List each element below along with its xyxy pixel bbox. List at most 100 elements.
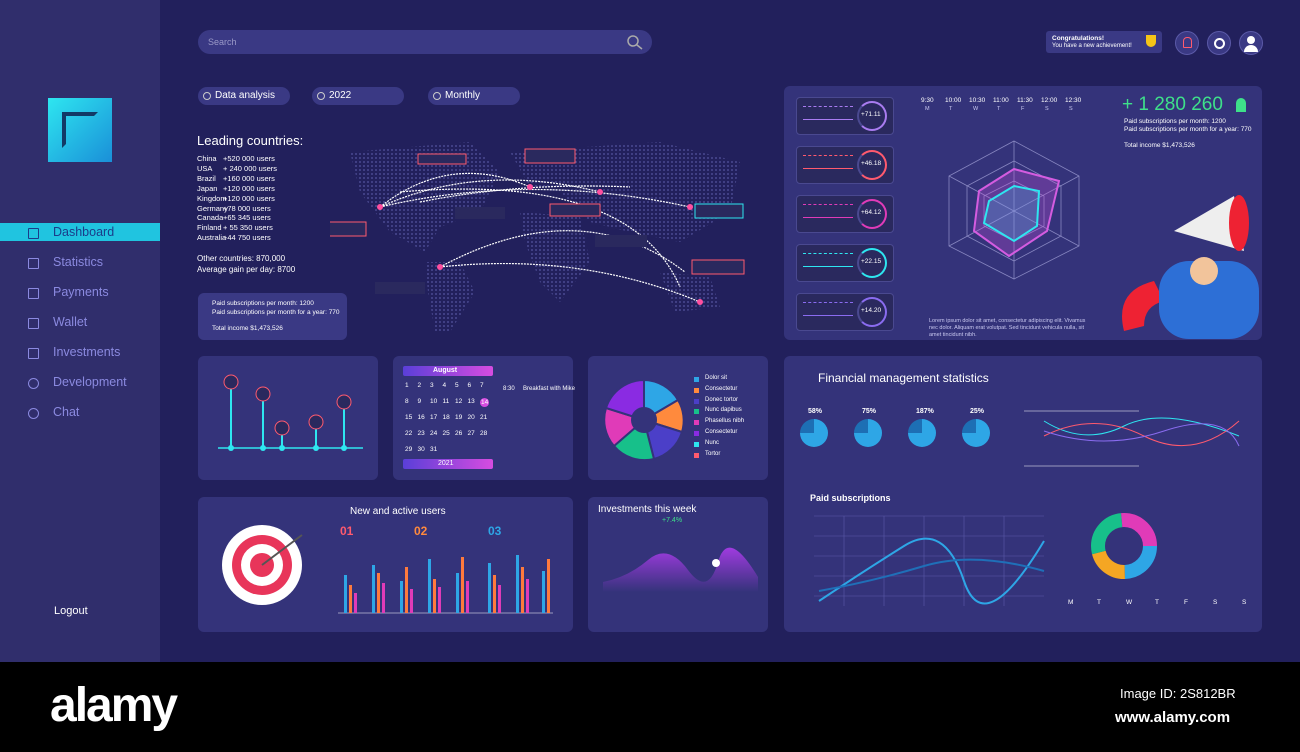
country-gain: +78 000 users (223, 203, 271, 213)
legend-label: Phasellus nibh (705, 418, 745, 425)
calendar-month: August (433, 367, 458, 374)
filter-pill[interactable]: 2022 (312, 87, 404, 105)
legend-swatch (694, 420, 699, 426)
time-label: 11:00 (993, 97, 1009, 104)
day-label: S (1045, 106, 1049, 112)
calendar-header: August (403, 366, 493, 376)
calendar-date: 21 (480, 414, 488, 421)
time-label: 11:30 (1017, 97, 1033, 104)
logout[interactable]: Logout (54, 605, 88, 617)
nav-item[interactable]: Investments (53, 345, 121, 359)
day-label: F (1184, 599, 1188, 606)
calendar-date: 13 (467, 398, 475, 405)
filter-pill[interactable]: Data analysis (198, 87, 290, 105)
calendar-date: 11 (442, 398, 450, 405)
nav-item[interactable]: Payments (53, 285, 109, 299)
country-name: Canada (197, 213, 224, 223)
day-label: F (1021, 106, 1025, 112)
paid-line: Paid subscriptions per month for a year:… (212, 309, 340, 316)
time-label: 9:30 (921, 97, 934, 104)
calendar-date: 5 (455, 382, 459, 389)
users-bars (338, 555, 553, 614)
settings-button[interactable] (1207, 31, 1231, 55)
timeline-chart (218, 374, 363, 451)
legend-swatch (694, 377, 699, 382)
calendar-date: 18 (442, 414, 450, 421)
nav-icon (28, 288, 39, 299)
bell-button[interactable] (1175, 31, 1199, 55)
country-gain: +160 000 users (223, 173, 275, 183)
percent-ring (908, 419, 936, 447)
nav-icon (28, 228, 39, 239)
users-panel: New and active users 01 02 03 (198, 497, 573, 632)
legend-swatch (694, 441, 699, 447)
metric-card: +46.18 (796, 146, 894, 184)
profile-button[interactable] (1239, 31, 1263, 55)
nav-item[interactable]: Statistics (53, 255, 104, 269)
legend-swatch (694, 398, 699, 404)
nav-icon (28, 348, 39, 359)
calendar-date: 26 (455, 430, 463, 437)
card-sparkline (803, 155, 853, 169)
logo (48, 98, 112, 162)
filter-pill[interactable]: Monthly (428, 87, 520, 105)
day-label: T (949, 106, 953, 112)
search-icon (627, 35, 643, 50)
investments-change: +7.4% (662, 517, 683, 524)
finance-panel: Financial management statistics Paid sub… (784, 356, 1262, 632)
card-sparkline (803, 106, 853, 120)
country-name: Kingdom (197, 193, 227, 203)
nav-item[interactable]: Wallet (53, 315, 88, 329)
percent-label: 75% (862, 408, 877, 415)
legend-label: Nunc dapibus (705, 407, 742, 414)
legend-label: Nunc (705, 439, 720, 446)
search-bar[interactable]: Search (198, 30, 652, 54)
nav-item[interactable]: Development (53, 375, 127, 389)
card-sparkline (803, 302, 853, 316)
calendar-date: 8 (405, 398, 409, 405)
day-label: M (1068, 599, 1074, 606)
legend-swatch (694, 452, 699, 458)
calendar-date: 15 (405, 414, 413, 421)
watermark-brand: alamy (50, 679, 178, 732)
country-name: Brazil (197, 173, 216, 183)
legend-label: Donec tortor (705, 396, 739, 403)
nav-item[interactable]: Chat (53, 405, 80, 419)
card-value: +22.15 (861, 258, 882, 265)
country-name: Japan (197, 183, 218, 193)
step-number: 01 (340, 524, 354, 538)
overview-line: Total income $1,473,526 (1124, 142, 1195, 149)
legend-label: Dolor sit (705, 375, 728, 381)
investments-title: Investments this week (598, 504, 697, 515)
calendar-date: 27 (467, 430, 475, 437)
country-gain: +44 750 users (223, 233, 271, 243)
country-name: China (197, 154, 217, 163)
calendar-date: 2 (417, 382, 422, 389)
calendar-date: 16 (417, 414, 425, 421)
other-countries: Other countries: 870,000 (197, 254, 286, 263)
day-label: W (973, 106, 979, 112)
nav-active (0, 223, 160, 241)
investments-area (603, 547, 758, 592)
notification[interactable]: Congratulations! You have a new achievem… (1046, 31, 1162, 53)
time-label: 12:00 (1041, 97, 1058, 104)
calendar-date: 1 (405, 382, 409, 389)
nav-icon (28, 318, 39, 329)
nav-item[interactable]: Dashboard (53, 225, 115, 239)
legend-swatch (694, 409, 699, 415)
legend-label: Tortor (705, 450, 721, 457)
day-label: T (1155, 599, 1159, 606)
calendar-date: 23 (417, 430, 425, 437)
country-name: Finland (197, 223, 222, 233)
trophy-icon (1146, 35, 1156, 47)
calendar-date: 19 (455, 414, 463, 421)
metric-card: +14.20 (796, 293, 894, 331)
calendar-year: 2021 (438, 460, 454, 467)
calendar-date: 29 (405, 446, 413, 453)
calendar-date: 10 (430, 398, 438, 405)
calendar-date: 25 (442, 430, 450, 437)
overview-line: Paid subscriptions per month: 1200 (1124, 118, 1226, 125)
finance-lines (1024, 410, 1240, 467)
